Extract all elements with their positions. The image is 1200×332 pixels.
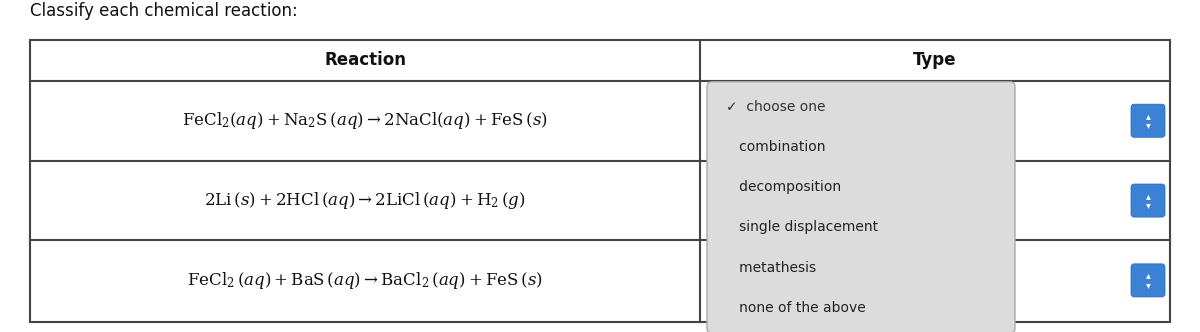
Text: combination: combination (726, 140, 826, 154)
Text: ▾: ▾ (1146, 121, 1151, 130)
FancyBboxPatch shape (707, 82, 1015, 332)
Text: ✓  choose one: ✓ choose one (726, 100, 826, 114)
Text: metathesis: metathesis (726, 261, 816, 275)
Text: $\mathrm{FeCl_2}(aq) + \mathrm{Na_2S}\,(aq) \rightarrow 2\mathrm{NaCl}(aq) + \ma: $\mathrm{FeCl_2}(aq) + \mathrm{Na_2S}\,(… (182, 110, 548, 131)
Text: single displacement: single displacement (726, 220, 878, 234)
Bar (30, 40, 1170, 322)
Text: none of the above: none of the above (726, 301, 865, 315)
Text: ▾: ▾ (1146, 280, 1151, 290)
Text: Reaction: Reaction (324, 51, 406, 69)
Text: Type: Type (913, 51, 956, 69)
Text: $\mathrm{FeCl_2}\,(aq) + \mathrm{BaS}\,(aq) \rightarrow \mathrm{BaCl_2}\,(aq) + : $\mathrm{FeCl_2}\,(aq) + \mathrm{BaS}\,(… (187, 270, 542, 291)
FancyBboxPatch shape (1132, 104, 1165, 137)
FancyBboxPatch shape (1132, 184, 1165, 217)
Text: $2\mathrm{Li}\,(s) + 2\mathrm{HCl}\,(aq) \rightarrow 2\mathrm{LiCl}\,(aq) + \mat: $2\mathrm{Li}\,(s) + 2\mathrm{HCl}\,(aq)… (204, 190, 526, 211)
Text: ▴: ▴ (1146, 111, 1151, 121)
Text: Classify each chemical reaction:: Classify each chemical reaction: (30, 2, 298, 21)
Text: decomposition: decomposition (726, 180, 841, 194)
Text: ▴: ▴ (1146, 191, 1151, 201)
Text: ▴: ▴ (1146, 271, 1151, 281)
Text: ▾: ▾ (1146, 201, 1151, 210)
FancyBboxPatch shape (1132, 264, 1165, 297)
